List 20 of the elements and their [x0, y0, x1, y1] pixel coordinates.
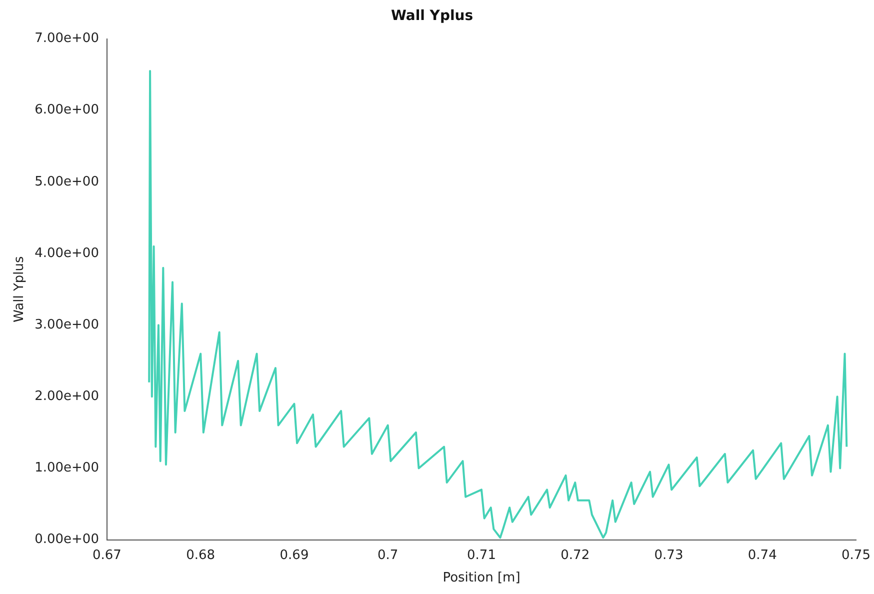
- y-tick-label: 5.00e+00: [34, 174, 99, 190]
- y-tick-label: 7.00e+00: [34, 31, 99, 46]
- y-tick-label: 6.00e+00: [34, 102, 99, 118]
- x-tick-label: 0.69: [280, 548, 309, 563]
- y-tick-label: 3.00e+00: [34, 317, 99, 332]
- x-tick-label: 0.7: [378, 548, 398, 563]
- chart-title: Wall Yplus: [390, 8, 474, 24]
- y-tick-label: 2.00e+00: [34, 389, 99, 404]
- x-tick-label: 0.74: [748, 548, 777, 563]
- x-tick-label: 0.75: [842, 548, 870, 563]
- x-tick-label: 0.71: [467, 548, 496, 563]
- x-tick-label: 0.73: [654, 548, 684, 563]
- y-tick-label: 0.00e+00: [34, 532, 99, 548]
- x-tick-label: 0.72: [560, 548, 590, 563]
- x-tick-label: 0.68: [186, 548, 216, 563]
- x-axis-title: Position [m]: [442, 570, 520, 586]
- x-tick-label: 0.67: [92, 548, 122, 563]
- y-axis-title: Wall Yplus: [12, 256, 28, 322]
- y-tick-label: 1.00e+00: [34, 460, 99, 476]
- y-tick-label: 4.00e+00: [34, 246, 99, 261]
